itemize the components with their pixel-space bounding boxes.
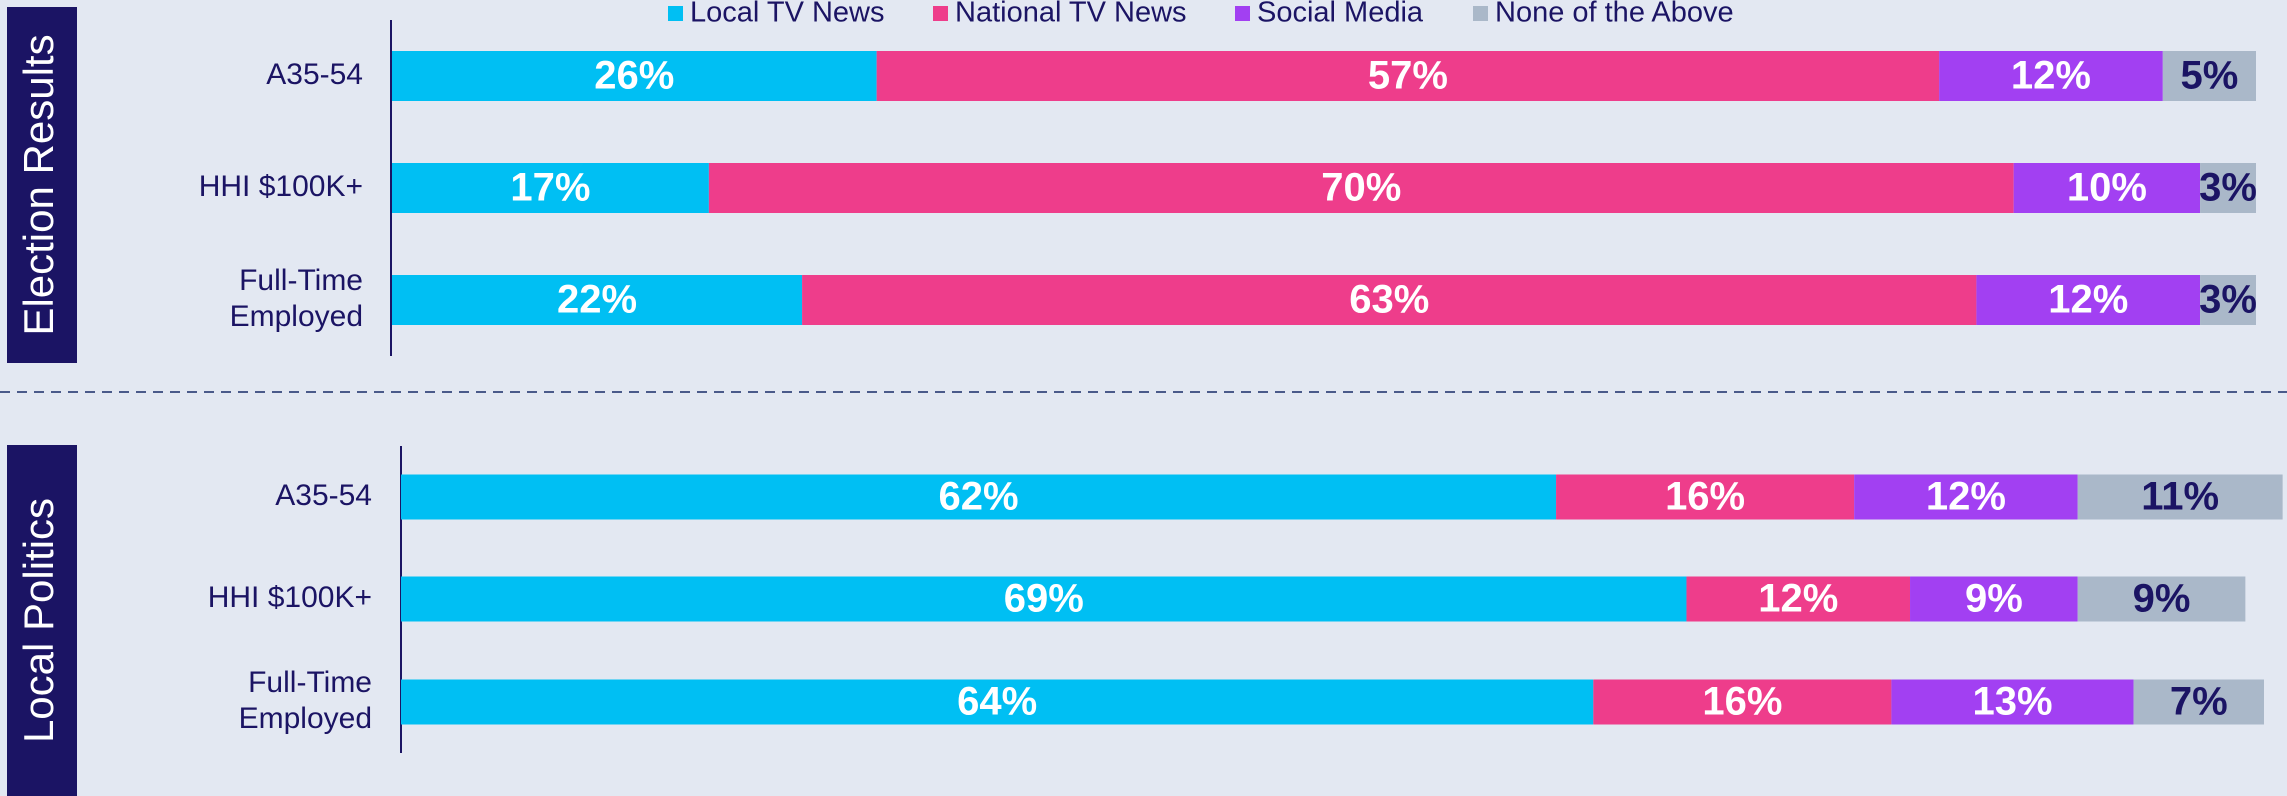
value-label: 63%	[1349, 278, 1429, 322]
bar-segment	[1686, 576, 1911, 622]
value-label: 13%	[1972, 680, 2052, 724]
panel-label-box	[7, 7, 77, 363]
bar-segment	[401, 576, 1687, 622]
legend-label: Social Media	[1257, 0, 1424, 29]
value-label: 16%	[1702, 680, 1782, 724]
bar-segment	[392, 163, 709, 213]
legend-swatch	[1235, 6, 1250, 21]
category-label: Full-Time Employed	[239, 666, 372, 735]
value-label: 69%	[1004, 577, 1084, 621]
bar-segment	[2077, 474, 2283, 520]
value-label: 62%	[938, 475, 1018, 519]
bar-segment	[401, 679, 1594, 725]
category-label: Full-Time Employed	[230, 264, 363, 333]
bar-segment	[2077, 576, 2246, 622]
category-label: A35-54	[275, 479, 372, 512]
bar-segment	[1976, 275, 2201, 325]
value-label: 3%	[2199, 166, 2257, 210]
value-label: 16%	[1665, 475, 1745, 519]
bar-segment	[1891, 679, 2134, 725]
panel-title: Local Politics	[15, 498, 62, 743]
value-label: 12%	[1926, 475, 2006, 519]
value-label: 12%	[1758, 577, 1838, 621]
bar-segment	[2200, 163, 2256, 213]
value-label: 7%	[2170, 680, 2228, 724]
bar-segment	[1593, 679, 1892, 725]
bar-segment	[708, 163, 2014, 213]
value-label: 22%	[557, 278, 637, 322]
value-label: 70%	[1321, 166, 1401, 210]
value-label: 10%	[2067, 166, 2147, 210]
panel-label-box	[7, 445, 77, 796]
bar-segment	[876, 51, 1940, 101]
bar-segment	[1910, 576, 2078, 622]
value-label: 12%	[2048, 278, 2128, 322]
value-label: 57%	[1368, 54, 1448, 98]
bar-segment	[2200, 275, 2256, 325]
category-label: HHI $100K+	[208, 581, 372, 614]
value-label: 11%	[2141, 475, 2219, 519]
bar-segment	[1854, 474, 2078, 520]
legend-label: National TV News	[955, 0, 1187, 29]
bar-segment	[401, 474, 1557, 520]
legend-label: Local TV News	[690, 0, 885, 29]
category-label: A35-54	[266, 58, 363, 91]
value-label: 12%	[2011, 54, 2091, 98]
bar-segment	[1556, 474, 1855, 520]
value-label: 3%	[2199, 278, 2257, 322]
value-label: 9%	[2133, 577, 2191, 621]
bar-segment	[392, 51, 877, 101]
legend-swatch	[668, 6, 683, 21]
bar-segment	[2133, 679, 2264, 725]
category-label: HHI $100K+	[199, 170, 363, 203]
legend-swatch	[933, 6, 948, 21]
bar-segment	[802, 275, 1977, 325]
value-label: 64%	[957, 680, 1037, 724]
legend-label: None of the Above	[1495, 0, 1734, 29]
panel-title: Election Results	[15, 34, 62, 335]
value-label: 5%	[2180, 54, 2238, 98]
bar-segment	[2162, 51, 2256, 101]
value-label: 26%	[594, 54, 674, 98]
bar-segment	[2013, 163, 2201, 213]
bar-segment	[1939, 51, 2163, 101]
bar-segment	[392, 275, 803, 325]
value-label: 17%	[510, 166, 590, 210]
value-label: 9%	[1965, 577, 2023, 621]
legend-swatch	[1473, 6, 1488, 21]
